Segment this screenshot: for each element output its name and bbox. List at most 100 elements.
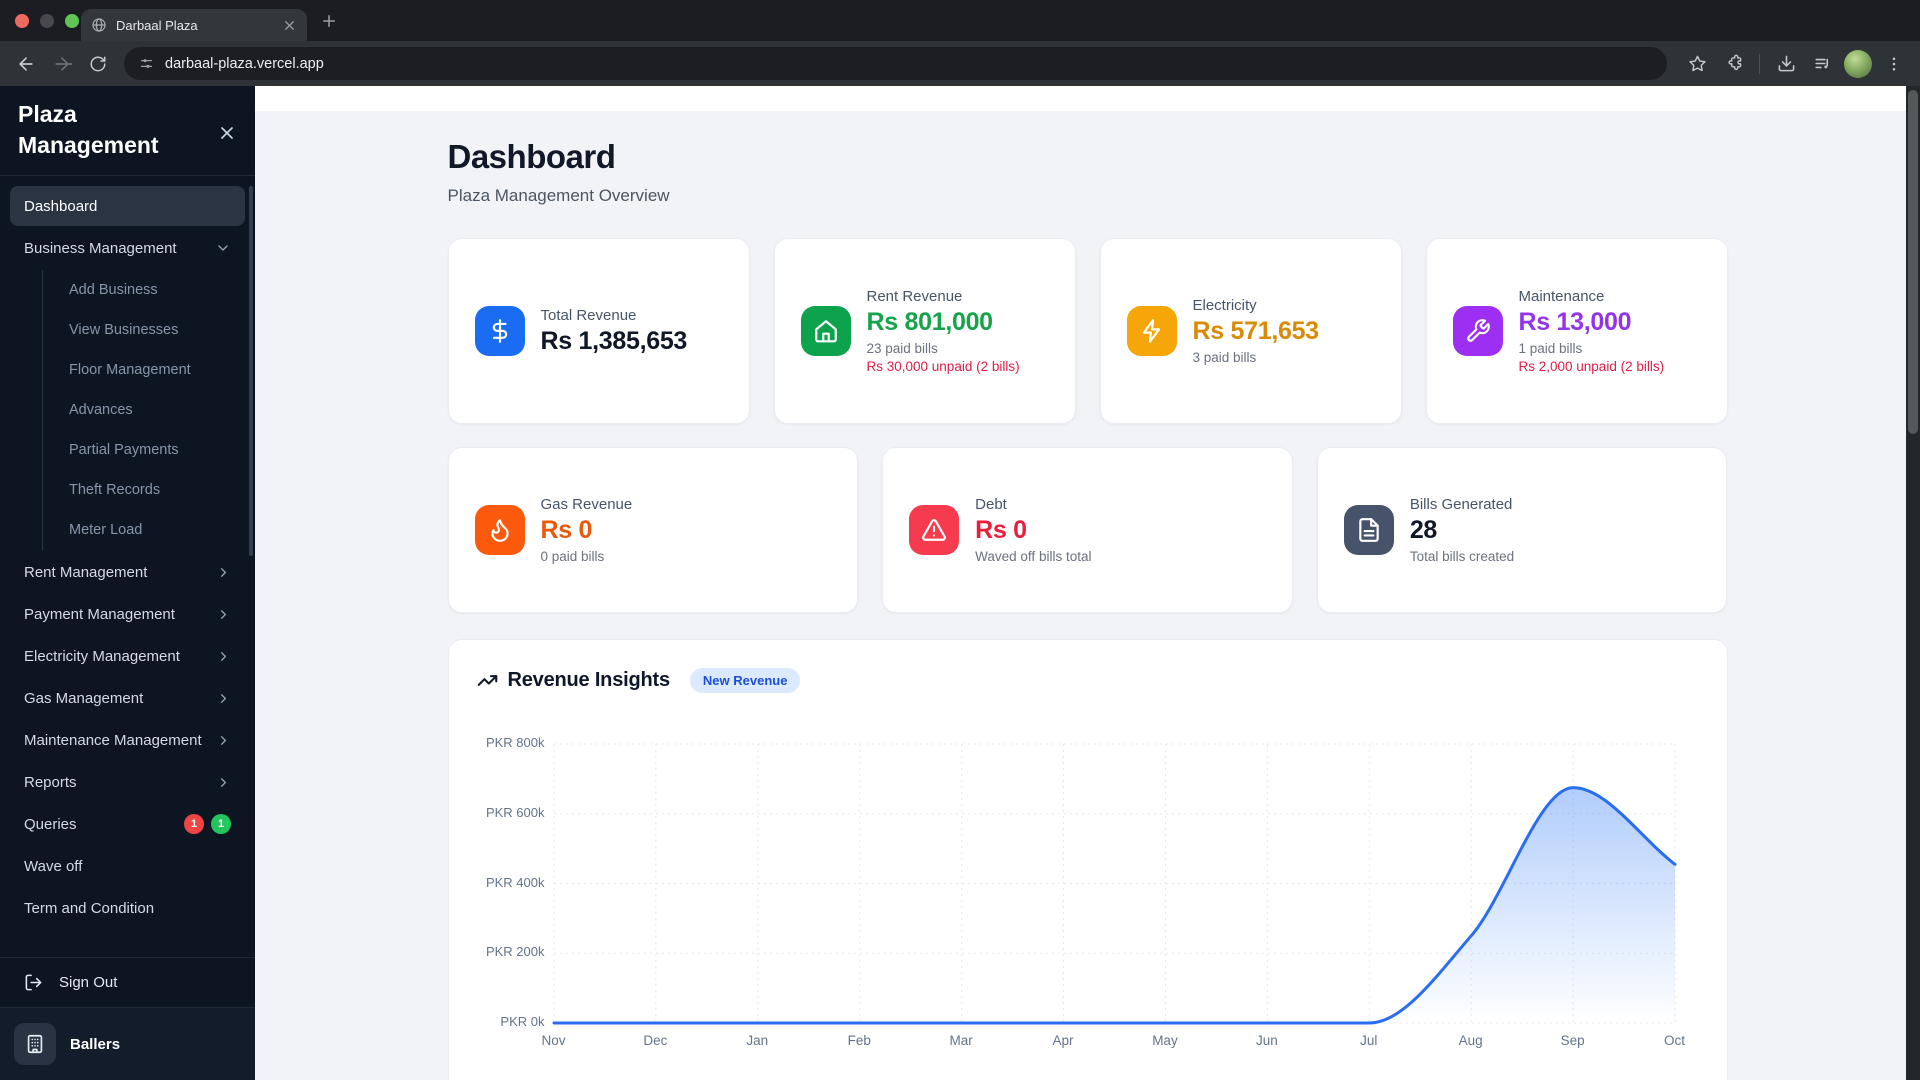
x-axis-label: Feb bbox=[847, 1033, 871, 1048]
main-content: Dashboard Plaza Management Overview Tota… bbox=[255, 86, 1920, 1080]
sidebar-item-business-management[interactable]: Business Management bbox=[10, 228, 245, 268]
stat-card-value: Rs 13,000 bbox=[1518, 308, 1632, 336]
plus-icon bbox=[323, 15, 335, 27]
browser-menu-icon[interactable] bbox=[1880, 50, 1908, 78]
stat-card-paid-bills: 1 paid bills bbox=[1518, 341, 1583, 356]
stat-card-rent-revenue: Rent Revenue Rs 801,000 23 paid bills Rs 30… bbox=[773, 238, 1076, 424]
page-scrollbar[interactable] bbox=[1906, 86, 1920, 1080]
stat-card-label: Electricity bbox=[1192, 297, 1257, 314]
revenue-chart-plot bbox=[552, 743, 1676, 1025]
tune-icon bbox=[140, 59, 153, 68]
page-top-band bbox=[255, 86, 1920, 111]
sidebar-item-payment-management[interactable]: Payment Management bbox=[10, 594, 245, 634]
workspace-label: Ballers bbox=[70, 1035, 121, 1053]
page-scrollbar-thumb[interactable] bbox=[1908, 90, 1918, 434]
home-icon-box bbox=[800, 306, 851, 356]
reload-icon bbox=[90, 56, 106, 71]
sidebar-close-icon[interactable] bbox=[217, 123, 237, 175]
sidebar-nav: Dashboard Business Management Add Business… bbox=[0, 176, 255, 928]
stat-card-value: Rs 0 bbox=[975, 516, 1027, 544]
reload-button[interactable] bbox=[84, 50, 112, 78]
sidebar-item-advances[interactable]: Advances bbox=[69, 402, 133, 418]
y-axis-label: PKR 400k bbox=[485, 874, 545, 890]
sidebar-item-label: Maintenance Management bbox=[24, 731, 202, 749]
stat-card-label: Maintenance bbox=[1518, 288, 1605, 305]
chevron-right-icon bbox=[221, 567, 226, 577]
sidebar-item-queries[interactable]: Queries 1 1 bbox=[10, 804, 245, 844]
window-close-button[interactable] bbox=[15, 14, 29, 28]
sign-out-label: Sign Out bbox=[59, 974, 118, 991]
chevron-right-icon bbox=[221, 609, 226, 619]
sidebar-item-label: Term and Condition bbox=[24, 899, 155, 917]
sidebar-item-maintenance-management[interactable]: Maintenance Management bbox=[10, 720, 245, 760]
extensions-icon[interactable] bbox=[1719, 50, 1747, 78]
workspace-footer[interactable]: Ballers bbox=[0, 1007, 255, 1080]
new-tab-button[interactable] bbox=[320, 12, 338, 30]
zap-icon-box bbox=[1126, 306, 1177, 356]
logout-icon bbox=[25, 974, 42, 991]
sidebar-item-reports[interactable]: Reports bbox=[10, 762, 245, 802]
stat-card-unpaid-bills: Rs 2,000 unpaid (2 bills) bbox=[1518, 359, 1665, 374]
zap-icon bbox=[1142, 319, 1160, 343]
chevron-right-icon bbox=[221, 735, 226, 745]
alert-triangle-icon bbox=[922, 519, 947, 541]
stat-card-label: Debt bbox=[975, 496, 1007, 513]
sidebar-item-floor-management[interactable]: Floor Management bbox=[69, 362, 191, 378]
sidebar-item-gas-management[interactable]: Gas Management bbox=[10, 678, 245, 718]
puzzle-icon bbox=[1728, 54, 1741, 71]
address-bar[interactable]: darbaal-plaza.vercel.app bbox=[124, 47, 1667, 80]
back-button[interactable] bbox=[12, 50, 40, 78]
browser-tab[interactable]: Darbaal Plaza bbox=[81, 9, 307, 41]
tab-close-button[interactable] bbox=[282, 18, 297, 33]
downloads-icon[interactable] bbox=[1772, 50, 1800, 78]
forward-icon bbox=[55, 56, 72, 71]
stat-card-label: Rent Revenue bbox=[866, 288, 963, 305]
back-icon bbox=[19, 56, 33, 71]
forward-button[interactable] bbox=[48, 50, 76, 78]
file-text-icon bbox=[1359, 518, 1379, 542]
bookmark-icon[interactable] bbox=[1683, 50, 1711, 78]
sidebar-item-wave-off[interactable]: Wave off bbox=[10, 846, 245, 886]
sidebar: Plaza Management Dashboard Business Manag… bbox=[0, 86, 255, 1080]
sidebar-scrollbar[interactable] bbox=[249, 186, 253, 556]
sidebar-item-theft-records[interactable]: Theft Records bbox=[69, 482, 161, 498]
file-text-icon-box bbox=[1343, 505, 1394, 555]
sidebar-item-electricity-management[interactable]: Electricity Management bbox=[10, 636, 245, 676]
revenue-chart: PKR 0k PKR 200k PKR 400k PKR 600k PKR 800k No… bbox=[449, 708, 1727, 1080]
sidebar-title: Plaza Management bbox=[18, 101, 159, 159]
queries-badge-2: 1 bbox=[211, 814, 231, 834]
x-axis-label: Mar bbox=[949, 1033, 973, 1048]
playlist-icon bbox=[1814, 58, 1828, 69]
sidebar-item-view-businesses[interactable]: View Businesses bbox=[69, 322, 179, 338]
chevron-right-icon bbox=[221, 777, 226, 787]
x-axis-label: Aug bbox=[1458, 1033, 1483, 1048]
sidebar-item-add-business[interactable]: Add Business bbox=[69, 282, 158, 298]
globe-icon bbox=[92, 18, 106, 32]
sidebar-item-meter-load[interactable]: Meter Load bbox=[69, 522, 143, 538]
window-minimize-button[interactable] bbox=[40, 14, 54, 28]
sign-out-button[interactable]: Sign Out bbox=[0, 957, 255, 1007]
revenue-insights-card: Revenue Insights New Revenue PKR 0k PKR 2… bbox=[447, 639, 1728, 1080]
sidebar-item-term-and-condition[interactable]: Term and Condition bbox=[10, 888, 245, 928]
trending-up-icon bbox=[477, 670, 498, 691]
star-icon bbox=[1688, 55, 1706, 72]
sidebar-item-dashboard[interactable]: Dashboard bbox=[10, 186, 245, 226]
media-list-icon[interactable] bbox=[1808, 50, 1836, 78]
profile-avatar[interactable] bbox=[1844, 49, 1872, 78]
window-zoom-button[interactable] bbox=[65, 14, 79, 28]
building-icon-box bbox=[14, 1023, 56, 1065]
wrench-icon-box bbox=[1452, 306, 1503, 356]
dots-icon bbox=[1892, 56, 1896, 71]
sidebar-item-partial-payments[interactable]: Partial Payments bbox=[69, 442, 179, 458]
sidebar-item-rent-management[interactable]: Rent Management bbox=[10, 552, 245, 592]
dollar-icon-box bbox=[474, 306, 525, 356]
x-axis-label: Oct bbox=[1663, 1033, 1685, 1048]
sidebar-item-label: Reports bbox=[24, 773, 77, 791]
stat-card-label: Gas Revenue bbox=[540, 496, 633, 513]
stat-card-value: Rs 801,000 bbox=[866, 308, 994, 336]
site-info-icon[interactable] bbox=[138, 55, 155, 72]
y-axis-label: PKR 800k bbox=[485, 735, 545, 750]
sidebar-item-label: Queries bbox=[24, 815, 77, 833]
stat-card-value: Rs 1,385,653 bbox=[540, 326, 688, 355]
x-axis-label: Apr bbox=[1052, 1033, 1074, 1048]
